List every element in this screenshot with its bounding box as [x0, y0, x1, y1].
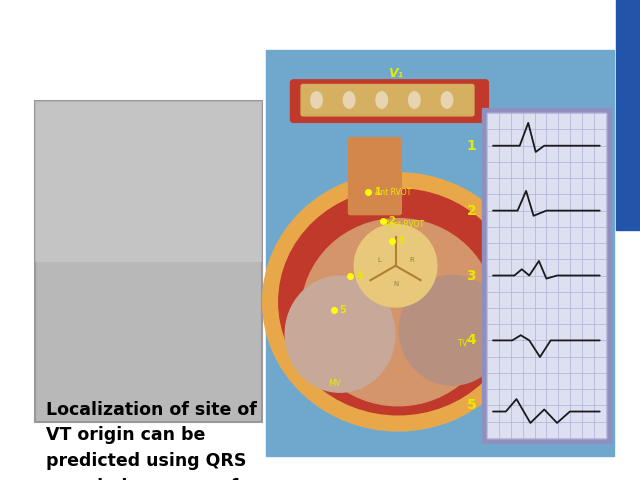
Bar	[35, 101, 262, 262]
Text: 1: 1	[467, 139, 476, 153]
Ellipse shape	[311, 92, 323, 108]
Text: 5: 5	[340, 305, 346, 315]
Text: N: N	[393, 281, 398, 288]
Text: 2: 2	[467, 204, 476, 217]
Text: 2: 2	[388, 216, 396, 226]
FancyBboxPatch shape	[349, 138, 401, 215]
FancyBboxPatch shape	[291, 80, 488, 122]
Text: Localization of site of
VT origin can be
predicted using QRS
morphology on surfa: Localization of site of VT origin can be…	[46, 401, 272, 480]
Circle shape	[355, 225, 437, 307]
Ellipse shape	[279, 189, 518, 415]
Ellipse shape	[441, 92, 452, 108]
Text: 1: 1	[374, 187, 381, 197]
Text: 3: 3	[397, 236, 404, 246]
Ellipse shape	[262, 173, 534, 431]
Text: 3: 3	[467, 268, 476, 283]
Text: 4: 4	[467, 334, 476, 348]
Text: 5: 5	[467, 398, 476, 412]
Ellipse shape	[344, 92, 355, 108]
Bar	[482, 108, 611, 443]
Text: L: L	[377, 256, 381, 263]
FancyBboxPatch shape	[301, 84, 474, 116]
Ellipse shape	[399, 276, 505, 385]
Bar	[616, 0, 640, 230]
Text: R: R	[410, 256, 415, 263]
Text: MV: MV	[328, 379, 342, 388]
Bar	[35, 101, 262, 422]
Ellipse shape	[376, 92, 387, 108]
Ellipse shape	[285, 276, 395, 392]
Bar	[487, 113, 605, 438]
Text: 4: 4	[356, 271, 363, 280]
Ellipse shape	[408, 92, 420, 108]
Bar	[266, 50, 614, 456]
Text: Post RVOT: Post RVOT	[385, 220, 424, 229]
Ellipse shape	[301, 218, 495, 406]
Text: Ant RVOT: Ant RVOT	[375, 188, 411, 197]
Text: V₁: V₁	[388, 67, 403, 80]
Text: TV: TV	[458, 339, 468, 348]
